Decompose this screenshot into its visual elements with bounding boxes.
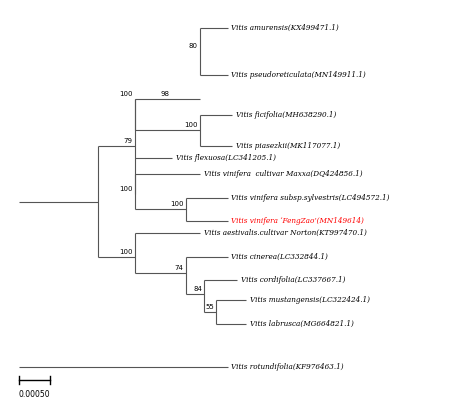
Text: Vitis cinerea(LC332844.1): Vitis cinerea(LC332844.1) [231, 253, 328, 261]
Text: Vitis cordifolia(LC337667.1): Vitis cordifolia(LC337667.1) [241, 276, 345, 285]
Text: 100: 100 [170, 202, 183, 208]
Text: Vitis labrusca(MG664821.1): Vitis labrusca(MG664821.1) [250, 320, 354, 328]
Text: Vitis rotundifolia(KF976463.1): Vitis rotundifolia(KF976463.1) [231, 364, 344, 372]
Text: Vitis vinifera ‘FengZao’(MN149614): Vitis vinifera ‘FengZao’(MN149614) [231, 217, 365, 225]
Text: 79: 79 [124, 138, 132, 144]
Text: 84: 84 [193, 287, 202, 292]
Text: 0.00050: 0.00050 [18, 390, 50, 399]
Text: 100: 100 [119, 249, 132, 255]
Text: Vitis piasezkii(MK117077.1): Vitis piasezkii(MK117077.1) [236, 142, 340, 150]
Text: 80: 80 [189, 44, 198, 50]
Text: 100: 100 [119, 186, 132, 192]
Text: Vitis pseudoreticulata(MN149911.1): Vitis pseudoreticulata(MN149911.1) [231, 71, 366, 79]
Text: 55: 55 [205, 304, 214, 310]
Text: 100: 100 [119, 91, 132, 97]
Text: Vitis aestivalis.cultivar Norton(KT997470.1): Vitis aestivalis.cultivar Norton(KT99747… [203, 229, 366, 237]
Text: 100: 100 [184, 123, 198, 129]
Text: Vitis mustangensis(LC322424.1): Vitis mustangensis(LC322424.1) [250, 296, 370, 304]
Text: Vitis ficifolia(MH638290.1): Vitis ficifolia(MH638290.1) [236, 110, 337, 118]
Text: 98: 98 [161, 91, 170, 97]
Text: Vitis vinifera subsp.sylvestris(LC494572.1): Vitis vinifera subsp.sylvestris(LC494572… [231, 193, 390, 202]
Text: Vitis amurensis(KX499471.1): Vitis amurensis(KX499471.1) [231, 24, 339, 32]
Text: Vitis flexuosa(LC341205.1): Vitis flexuosa(LC341205.1) [176, 154, 276, 162]
Text: Vitis vinifera  cultivar Maxxa(DQ424856.1): Vitis vinifera cultivar Maxxa(DQ424856.1… [203, 170, 362, 178]
Text: 74: 74 [175, 265, 183, 271]
